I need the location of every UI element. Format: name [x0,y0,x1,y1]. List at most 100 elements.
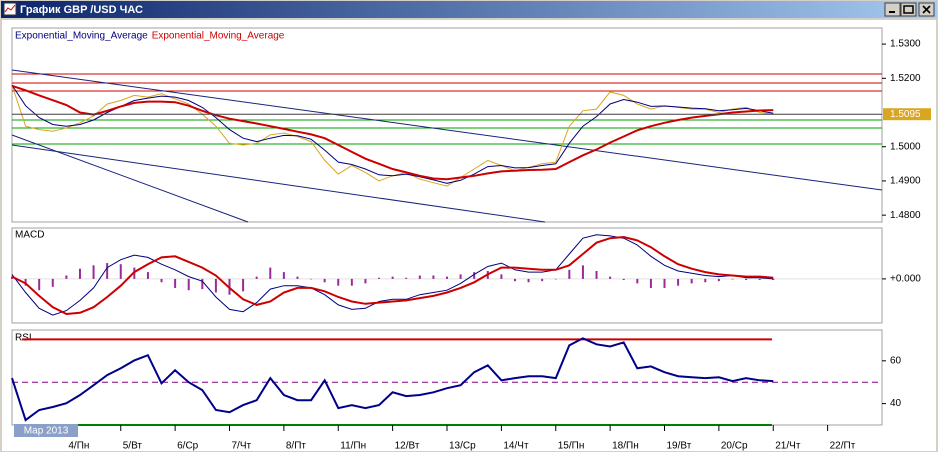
series-line [11,84,774,181]
chart-area [2,20,936,451]
date-label: Мар 2013 [24,426,69,437]
y-tick-label: 60 [890,355,902,366]
x-tick-label: 13/Ср [449,441,476,452]
histogram-bar [500,274,503,279]
histogram-bar [473,272,476,279]
histogram-bar [92,265,95,279]
histogram-bar [690,278,693,284]
histogram-bar [459,274,462,279]
series-line [11,337,774,422]
histogram-bar [568,269,571,279]
x-tick-label: 15/Пн [558,441,585,452]
y-tick-label: 1.4900 [890,176,921,187]
histogram-bar [255,276,258,279]
y-tick-label: 40 [890,398,902,409]
histogram-bar [418,275,421,279]
legend-entry: Exponential_Moving_Average [15,31,148,42]
main-panel [11,27,883,223]
histogram-bar [704,278,707,283]
histogram-bar [160,278,163,283]
maximize-button[interactable] [900,2,917,17]
histogram-bar [282,272,285,279]
histogram-bar [146,272,149,279]
close-button[interactable] [918,2,935,17]
minimize-button[interactable] [884,2,901,17]
x-tick-label: 14/Чт [503,441,529,452]
histogram-bar [405,277,408,279]
y-tick-label: 1.5000 [890,141,921,152]
y-tick-label: 1.4800 [890,210,921,221]
histogram-bar [337,278,340,286]
histogram-bar [65,275,68,279]
histogram-bar [378,277,381,279]
histogram-bar [745,278,748,281]
x-tick-label: 8/Пт [286,441,307,452]
panel-title: RSI [15,333,32,344]
y-tick-label: +0.000 [890,274,921,285]
macd-panel [11,227,883,324]
histogram-bar [310,278,313,280]
histogram-bar [119,264,122,279]
x-tick-label: 18/Пн [612,441,639,452]
histogram-bar [649,278,652,288]
window-title: График GBP /USD ЧАС [20,4,143,16]
histogram-bar [187,278,190,291]
histogram-bar [11,276,13,279]
x-tick-label: 20/Ср [721,441,748,452]
histogram-bar [772,278,775,281]
histogram-bar [554,278,557,280]
panel-title: MACD [15,230,44,241]
histogram-bar [677,278,680,286]
series-line [11,84,774,184]
histogram-bar [51,278,54,287]
histogram-bar [731,278,734,280]
histogram-bar [541,278,544,282]
histogram-bar [581,265,584,279]
histogram-bar [174,278,177,288]
x-tick-label: 11/Пн [340,441,366,452]
histogram-bar [636,278,639,284]
series-line [11,235,774,316]
x-tick-label: 19/Вт [667,441,692,452]
histogram-bar [323,278,326,283]
histogram-bar [296,276,299,279]
x-tick-label: 7/Чт [232,441,252,452]
series-line [11,234,774,316]
histogram-bar [609,276,612,279]
histogram-bar [527,278,530,283]
histogram-bar [201,278,204,290]
histogram-bar [242,278,245,292]
histogram-bar [717,278,720,282]
x-tick-label: 6/Ср [177,441,199,452]
histogram-bar [663,278,666,288]
title-bar [1,1,937,18]
histogram-bar [432,275,435,279]
histogram-bar [391,276,394,279]
histogram-bar [446,276,448,279]
histogram-bar [38,278,41,291]
histogram-bar [622,278,625,281]
histogram-bar [513,278,516,282]
x-tick-label: 12/Вт [395,441,420,452]
histogram-bar [78,268,81,279]
histogram-bar [364,278,367,284]
current-price-box [883,108,931,121]
window-icon-glyph [4,4,16,13]
x-tick-label: 4/Пн [68,441,89,452]
drawing-objects [11,69,883,223]
legend-entry: Exponential_Moving_Average [152,31,285,42]
y-tick-label: 1.5200 [890,73,921,84]
x-tick-label: 22/Пт [830,441,856,452]
histogram-bar [595,270,598,279]
current-price-label: 1.5095 [890,109,921,120]
y-tick-label: 1.5300 [890,39,921,50]
x-tick-label: 5/Вт [123,441,143,452]
histogram-bar [758,278,761,281]
histogram-bar [106,263,109,279]
x-tick-label: 21/Чт [775,441,801,452]
plots: 1.5300 1.5200 1.5000 1.4900 1.4800 Exponentia… [11,31,931,452]
date-label-box [14,424,78,437]
histogram-bar [214,278,217,293]
